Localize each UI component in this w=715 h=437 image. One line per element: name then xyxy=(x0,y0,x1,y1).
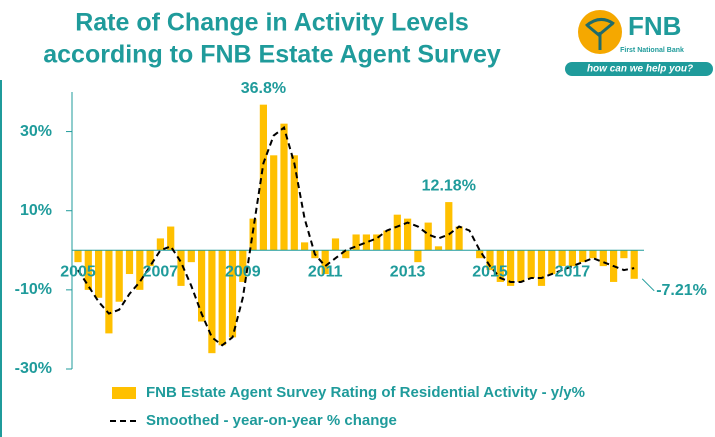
bar xyxy=(187,250,195,263)
bar xyxy=(136,250,144,290)
x-tick-label: 2011 xyxy=(308,264,343,281)
bar xyxy=(507,250,515,286)
bar xyxy=(249,218,257,251)
bar xyxy=(105,250,113,334)
x-tick-label: 2007 xyxy=(143,264,179,281)
x-tick-label: 2005 xyxy=(60,264,96,281)
smoothed-line xyxy=(77,125,635,347)
bar xyxy=(259,104,267,251)
chart-title: Rate of Change in Activity Levels xyxy=(75,9,469,37)
bar xyxy=(579,250,587,263)
y-tick-label: 30% xyxy=(20,123,52,140)
bar xyxy=(218,250,226,346)
bar xyxy=(84,250,92,290)
bar xyxy=(393,214,401,251)
bar xyxy=(352,234,360,251)
bar xyxy=(331,238,340,251)
bar xyxy=(486,250,494,271)
legend-label: FNB Estate Agent Survey Rating of Reside… xyxy=(146,384,585,401)
bar xyxy=(383,230,391,251)
y-tick-label: -10% xyxy=(15,281,52,298)
x-tick-label: 2013 xyxy=(390,264,426,281)
x-tick-label: 2009 xyxy=(225,264,261,281)
logo: FNB First National Bank how can we help … xyxy=(565,10,713,76)
logo-tree xyxy=(585,18,615,50)
bar xyxy=(280,123,288,251)
bar xyxy=(445,202,453,251)
bar xyxy=(620,250,628,259)
bar xyxy=(517,250,525,282)
x-tick-label: 2017 xyxy=(555,264,591,281)
bar xyxy=(496,250,504,282)
bar xyxy=(589,250,597,259)
bar xyxy=(568,250,576,267)
logo-name: FNB xyxy=(628,11,681,41)
legend-swatch xyxy=(112,387,136,399)
chart-title: according to FNB Estate Agent Survey xyxy=(43,41,501,69)
bar xyxy=(548,250,556,275)
bar xyxy=(537,250,546,286)
bar xyxy=(434,246,443,251)
x-tick-label: 2015 xyxy=(472,264,508,281)
bar xyxy=(414,250,422,263)
label-leader xyxy=(641,278,655,292)
bar xyxy=(558,250,566,267)
bar xyxy=(74,250,82,263)
data-label: 12.18% xyxy=(422,177,476,194)
bar xyxy=(321,250,329,275)
bar xyxy=(228,250,237,338)
legend-label: Smoothed - year-on-year % change xyxy=(146,412,397,429)
bar xyxy=(290,155,298,251)
bar xyxy=(177,250,185,286)
bar xyxy=(476,250,484,259)
data-label: 36.8% xyxy=(241,80,286,97)
bar xyxy=(167,226,175,251)
bar xyxy=(198,250,206,322)
bar xyxy=(630,250,638,279)
bar xyxy=(404,218,412,251)
bar xyxy=(424,222,432,251)
logo-tagline: how can we help you? xyxy=(587,64,693,75)
logo-bar xyxy=(565,62,713,76)
bar xyxy=(270,155,278,251)
bar xyxy=(156,238,164,251)
bar xyxy=(95,250,103,298)
data-label: -7.21% xyxy=(656,282,707,299)
bar xyxy=(115,250,123,302)
bar xyxy=(301,242,309,251)
bar xyxy=(208,250,216,354)
bar xyxy=(373,234,381,251)
y-tick-label: 10% xyxy=(20,202,52,219)
bar xyxy=(599,250,607,267)
bar xyxy=(239,250,247,282)
logo-subtitle: First National Bank xyxy=(620,47,684,54)
bar xyxy=(125,250,134,275)
bar xyxy=(362,234,370,251)
bar xyxy=(342,250,350,259)
bar xyxy=(527,250,535,278)
y-tick-label: -30% xyxy=(15,360,52,377)
bar xyxy=(455,226,463,251)
bar xyxy=(146,250,154,267)
